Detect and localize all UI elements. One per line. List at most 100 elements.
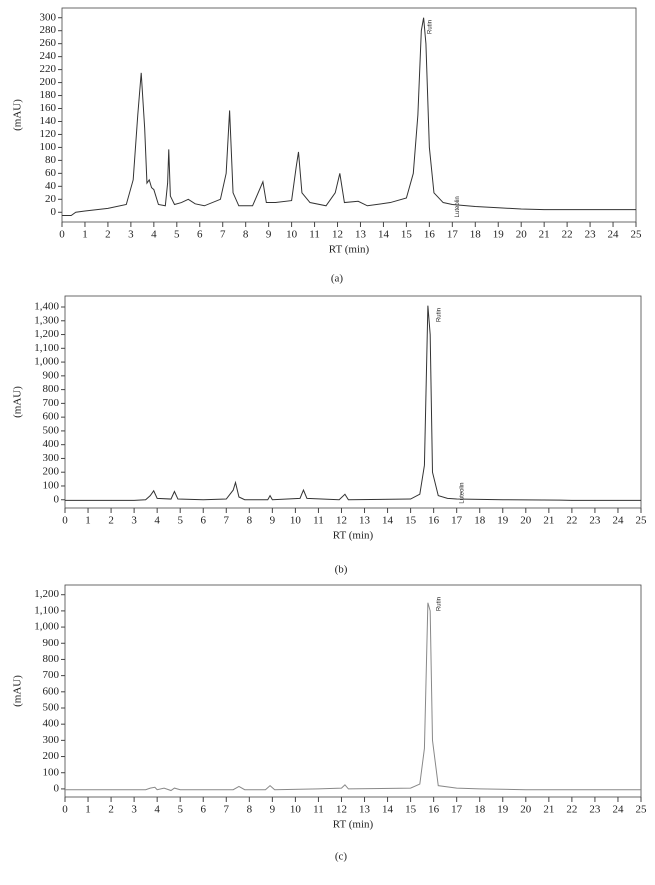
x-tick-label: 24 xyxy=(608,229,620,241)
y-tick-label: 160 xyxy=(40,102,57,114)
x-tick-label: 4 xyxy=(151,229,157,241)
y-tick-label: 180 xyxy=(40,89,57,101)
peak-annotation: Luteolin xyxy=(460,483,466,504)
x-tick-label: 2 xyxy=(105,229,111,241)
x-tick-label: 3 xyxy=(131,804,137,816)
x-tick-label: 5 xyxy=(174,229,180,241)
x-tick-label: 9 xyxy=(270,804,276,816)
x-tick-label: 16 xyxy=(428,515,440,527)
x-tick-label: 23 xyxy=(585,229,597,241)
y-tick-label: 300 xyxy=(43,452,60,464)
panel-caption: (c) xyxy=(335,851,348,863)
y-tick-label: 1,000 xyxy=(34,356,59,368)
y-tick-label: 1,100 xyxy=(34,604,59,616)
x-tick-label: 24 xyxy=(612,515,624,527)
x-tick-label: 13 xyxy=(355,229,367,241)
x-tick-label: 18 xyxy=(474,804,486,816)
x-tick-label: 4 xyxy=(154,515,160,527)
x-tick-label: 14 xyxy=(378,229,390,241)
y-tick-label: 1,000 xyxy=(34,621,59,633)
y-tick-label: 800 xyxy=(43,383,60,395)
y-tick-label: 300 xyxy=(40,11,57,23)
y-tick-label: 700 xyxy=(43,397,60,409)
x-axis-label: RT (min) xyxy=(333,530,374,542)
x-tick-label: 10 xyxy=(286,229,298,241)
x-tick-label: 25 xyxy=(636,804,648,816)
x-tick-label: 15 xyxy=(401,229,413,241)
y-tick-label: 220 xyxy=(40,63,57,75)
x-tick-label: 19 xyxy=(497,515,509,527)
x-tick-label: 1 xyxy=(82,229,88,241)
x-tick-label: 10 xyxy=(290,804,302,816)
x-tick-label: 4 xyxy=(154,804,160,816)
x-tick-label: 20 xyxy=(520,804,532,816)
y-tick-label: 400 xyxy=(43,438,60,450)
y-tick-label: 1,400 xyxy=(34,301,59,313)
y-tick-label: 1,200 xyxy=(34,588,59,600)
y-tick-label: 80 xyxy=(45,154,57,166)
x-tick-label: 15 xyxy=(405,515,417,527)
y-axis-label: (mAU) xyxy=(12,99,24,131)
peak-annotation: Luteolin xyxy=(455,196,461,217)
y-tick-label: 500 xyxy=(43,702,60,714)
y-tick-label: 100 xyxy=(43,766,60,778)
peak-annotation: Rutin xyxy=(437,597,443,611)
x-tick-label: 22 xyxy=(566,804,577,816)
y-tick-label: 20 xyxy=(45,193,57,205)
x-tick-label: 16 xyxy=(428,804,440,816)
x-tick-label: 18 xyxy=(470,229,482,241)
y-tick-label: 260 xyxy=(40,37,57,49)
x-axis-label: RT (min) xyxy=(329,244,370,256)
panel-caption: (a) xyxy=(331,273,344,285)
y-tick-label: 100 xyxy=(43,480,60,492)
chromatogram-line xyxy=(65,305,641,501)
x-tick-label: 17 xyxy=(451,804,463,816)
x-tick-label: 22 xyxy=(566,515,577,527)
plot-frame xyxy=(64,295,642,509)
y-tick-label: 240 xyxy=(40,50,57,62)
x-tick-label: 18 xyxy=(474,515,486,527)
x-tick-label: 12 xyxy=(336,804,347,816)
y-tick-label: 1,200 xyxy=(34,328,59,340)
x-tick-label: 3 xyxy=(131,515,137,527)
y-tick-label: 700 xyxy=(43,669,60,681)
x-tick-label: 15 xyxy=(405,804,417,816)
y-tick-label: 500 xyxy=(43,424,60,436)
y-tick-label: 900 xyxy=(43,369,60,381)
x-tick-label: 11 xyxy=(313,804,324,816)
x-tick-label: 24 xyxy=(612,804,624,816)
plot-frame xyxy=(64,584,642,798)
x-tick-label: 8 xyxy=(247,515,253,527)
x-tick-label: 2 xyxy=(108,515,114,527)
x-tick-label: 0 xyxy=(59,229,65,241)
y-tick-label: 120 xyxy=(40,128,57,140)
peak-annotation: Rutin xyxy=(437,308,443,322)
x-tick-label: 2 xyxy=(108,804,114,816)
y-tick-label: 800 xyxy=(43,653,60,665)
x-tick-label: 1 xyxy=(85,804,91,816)
y-axis-label: (mAU) xyxy=(12,386,24,418)
x-tick-label: 21 xyxy=(539,229,550,241)
x-tick-label: 0 xyxy=(62,515,68,527)
x-tick-label: 19 xyxy=(497,804,509,816)
x-tick-label: 16 xyxy=(424,229,436,241)
x-tick-label: 10 xyxy=(290,515,302,527)
x-tick-label: 11 xyxy=(313,515,324,527)
y-tick-label: 100 xyxy=(40,141,57,153)
x-tick-label: 14 xyxy=(382,804,394,816)
x-tick-label: 5 xyxy=(177,515,183,527)
x-tick-label: 17 xyxy=(447,229,459,241)
y-tick-label: 200 xyxy=(43,750,60,762)
y-tick-label: 140 xyxy=(40,115,57,127)
x-tick-label: 25 xyxy=(631,229,643,241)
y-tick-label: 40 xyxy=(45,180,57,192)
x-tick-label: 8 xyxy=(243,229,249,241)
x-tick-label: 7 xyxy=(224,515,230,527)
x-tick-label: 5 xyxy=(177,804,183,816)
y-tick-label: 400 xyxy=(43,718,60,730)
x-tick-label: 12 xyxy=(336,515,347,527)
y-tick-label: 0 xyxy=(51,206,57,218)
plot-frame xyxy=(61,7,637,223)
y-tick-label: 1,100 xyxy=(34,342,59,354)
